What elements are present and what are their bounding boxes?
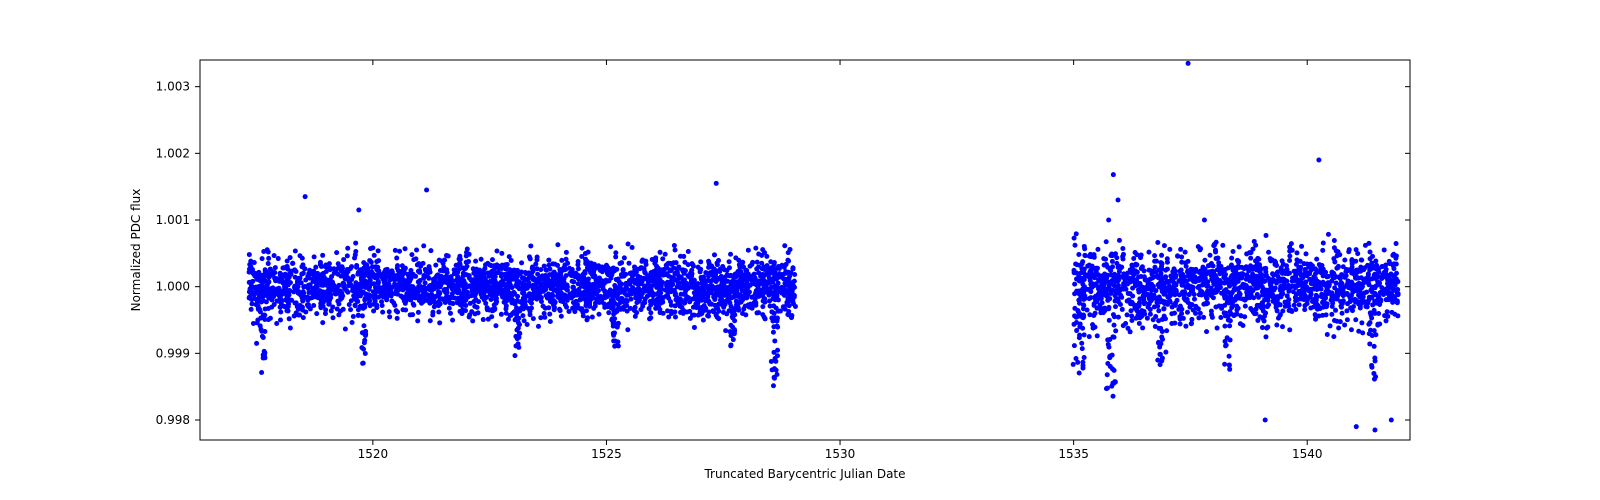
outlier-high xyxy=(1106,218,1111,223)
outlier-high xyxy=(356,208,361,213)
outlier-low xyxy=(1263,418,1268,423)
outlier-high xyxy=(1202,218,1207,223)
x-tick-label: 1520 xyxy=(358,447,389,461)
outlier-high xyxy=(1116,198,1121,203)
outlier-high xyxy=(714,181,719,186)
chart-background xyxy=(0,0,1600,500)
x-tick-label: 1525 xyxy=(591,447,622,461)
outlier-low xyxy=(1372,428,1377,433)
x-axis-label: Truncated Barycentric Julian Date xyxy=(703,467,905,481)
y-tick-label: 0.998 xyxy=(156,413,190,427)
y-tick-label: 1.000 xyxy=(156,280,190,294)
outlier-low xyxy=(1389,418,1394,423)
outlier-high xyxy=(1186,61,1191,66)
y-tick-label: 0.999 xyxy=(156,346,190,360)
outlier-high xyxy=(424,188,429,193)
outlier-high xyxy=(1111,172,1116,177)
y-tick-label: 1.001 xyxy=(156,213,190,227)
x-tick-label: 1535 xyxy=(1058,447,1089,461)
y-tick-label: 1.003 xyxy=(156,80,190,94)
x-tick-label: 1540 xyxy=(1292,447,1323,461)
outlier-low xyxy=(1354,424,1359,429)
outlier-high xyxy=(303,194,308,199)
x-tick-label: 1530 xyxy=(825,447,856,461)
outlier-high xyxy=(1316,158,1321,163)
y-tick-label: 1.002 xyxy=(156,146,190,160)
chart-container: 1520 1525 1530 1535 1540 0.998 0.999 1.000 1.001… xyxy=(0,0,1600,500)
y-axis-label: Normalized PDC flux xyxy=(129,189,143,312)
lightcurve-scatter: 1520 1525 1530 1535 1540 0.998 0.999 1.000 1.001… xyxy=(0,0,1600,500)
